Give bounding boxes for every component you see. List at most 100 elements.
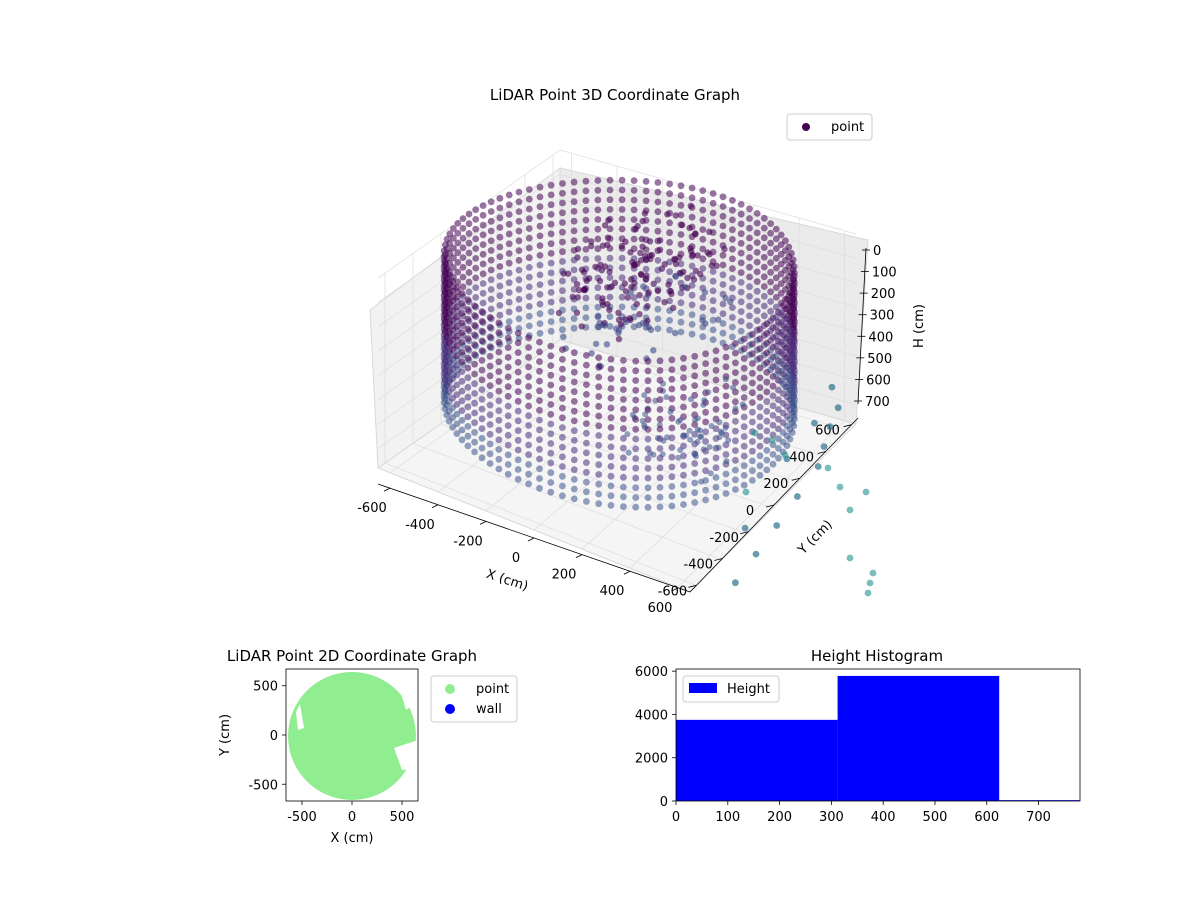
data-point: [777, 289, 785, 297]
data-point: [644, 426, 652, 433]
data-point: [536, 222, 544, 230]
data-point: [601, 322, 608, 329]
data-point: [496, 204, 504, 212]
data-point: [525, 254, 533, 262]
data-point: [746, 244, 753, 252]
data-point: [440, 247, 448, 255]
data-point: [459, 234, 467, 242]
data-point: [606, 225, 614, 233]
data-point: [547, 308, 555, 316]
data-point: [746, 254, 753, 261]
data-point: [729, 197, 736, 204]
data-point: [570, 378, 578, 386]
data-point: [680, 462, 687, 469]
data-point: [753, 210, 761, 217]
data-point: [515, 315, 523, 323]
data-point: [691, 430, 699, 438]
y-tick-label-3d: 200: [763, 477, 788, 492]
data-point: [677, 447, 684, 453]
data-point: [514, 329, 522, 337]
data-point: [495, 426, 503, 434]
data-point: [458, 416, 466, 424]
data-point: [645, 323, 652, 331]
data-point: [515, 286, 523, 293]
data-point: [753, 307, 761, 315]
data-point: [642, 226, 650, 234]
data-point: [536, 252, 544, 259]
data-point: [496, 214, 504, 222]
data-point: [650, 347, 657, 354]
data-point: [570, 208, 578, 215]
data-point: [583, 352, 590, 359]
legend-2d: point wall: [430, 675, 518, 723]
data-point: [767, 220, 774, 228]
data-point: [495, 436, 503, 444]
data-point: [547, 289, 555, 296]
data-point: [680, 403, 687, 411]
data-point: [559, 316, 566, 324]
data-point: [782, 383, 789, 391]
data-point: [453, 410, 461, 418]
data-point: [496, 224, 504, 231]
data-point: [605, 217, 612, 224]
data-point: [702, 369, 709, 377]
data-point: [749, 467, 756, 475]
data-point: [618, 215, 626, 223]
data-point: [464, 354, 472, 362]
data-point: [740, 462, 748, 470]
data-point: [826, 423, 834, 431]
data-point: [504, 392, 512, 400]
data-point: [536, 183, 544, 191]
data-point: [772, 274, 780, 282]
data-point: [727, 298, 734, 306]
data-point: [525, 303, 533, 310]
data-point: [504, 461, 512, 468]
data-point: [753, 258, 761, 266]
data-point: [637, 270, 645, 278]
data-point: [465, 288, 473, 296]
data-point: [582, 255, 590, 263]
data-point: [504, 324, 512, 332]
data-point: [465, 269, 473, 276]
data-point: [594, 235, 602, 243]
data-point: [582, 187, 590, 195]
data-point: [595, 490, 603, 498]
data-point: [632, 503, 640, 511]
data-point: [644, 396, 652, 404]
data-point: [505, 220, 513, 228]
data-point: [514, 475, 522, 483]
data-point: [722, 392, 730, 400]
data-point: [722, 294, 729, 302]
data-point: [536, 416, 543, 424]
data-point: [495, 377, 503, 385]
data-point: [740, 374, 748, 382]
data-point: [441, 259, 449, 267]
data-point: [496, 253, 504, 261]
data-point: [559, 414, 566, 422]
data-point: [592, 263, 599, 271]
data-point: [668, 473, 676, 481]
data-point: [777, 338, 785, 346]
data-point: [740, 345, 748, 353]
data-point: [606, 313, 614, 320]
data-point: [618, 176, 626, 184]
data-point: [618, 186, 626, 194]
y-tick-label-histogram: 0: [660, 795, 668, 810]
data-point: [464, 335, 472, 343]
data-point: [746, 302, 753, 310]
data-point: [515, 227, 523, 235]
data-point: [458, 290, 466, 297]
data-point: [746, 224, 753, 232]
histogram-frame: [675, 668, 1081, 802]
data-point: [668, 414, 676, 422]
data-point: [620, 493, 627, 501]
data-point: [570, 305, 578, 313]
ticks-3d: -600-400-2000200400600-600-400-200020040…: [357, 244, 896, 616]
data-point: [760, 273, 768, 281]
data-point: [453, 293, 461, 301]
data-point: [559, 248, 566, 256]
data-point: [719, 261, 727, 269]
data-point: [570, 237, 578, 245]
data-point: [756, 452, 764, 460]
data-point: [760, 292, 768, 300]
